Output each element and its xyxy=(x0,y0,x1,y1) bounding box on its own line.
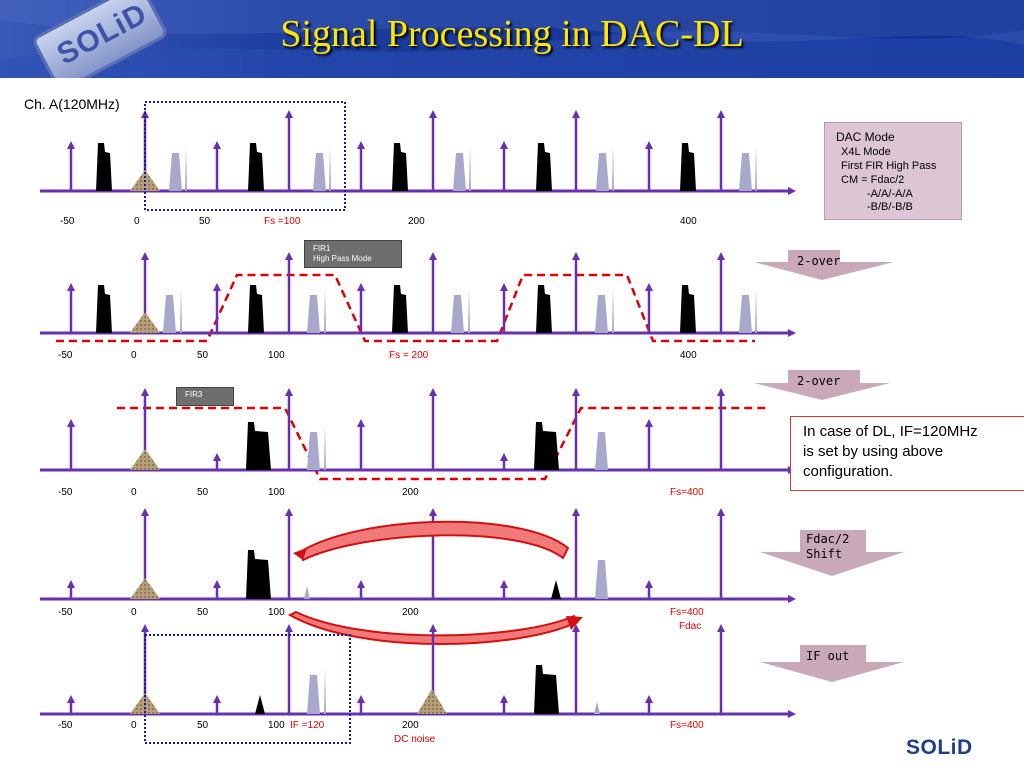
row3-fs-label: Fs=400 xyxy=(670,487,704,498)
row5-dc-noise-shifted xyxy=(417,689,447,714)
step-arrows xyxy=(754,250,904,682)
row1-tick-200: 200 xyxy=(408,216,425,227)
step3-label-line1: Fdac/2 xyxy=(806,532,850,546)
row3-fir3-filter-shape xyxy=(117,406,766,481)
dac-mode-title: DAC Mode xyxy=(836,130,895,144)
row1-image-blocks xyxy=(169,146,757,191)
step4-label: IF out xyxy=(806,649,850,663)
row1-tick-50: 50 xyxy=(199,216,211,227)
row3-spectrum: -50 0 50 100 200 Fs=400 xyxy=(40,388,796,498)
row5-spectrum: -50 0 50 100 IF =120 200 Fs=400 DC noise xyxy=(40,624,796,745)
row2-fir1-filter-shape xyxy=(56,273,755,343)
row2-tick-100: 100 xyxy=(268,350,285,361)
row4-signal-blocks xyxy=(246,550,561,599)
row2-image-blocks xyxy=(163,288,757,333)
fir1-label-box: FIR1 High Pass Mode xyxy=(304,240,402,268)
row4-tick-0: 0 xyxy=(131,607,137,618)
row4-tick-200: 200 xyxy=(402,607,419,618)
row3-image-blocks xyxy=(307,425,608,470)
row1-tick-400: 400 xyxy=(680,216,697,227)
header-bar: SOLiD Signal Processing in DAC-DL xyxy=(0,0,1024,78)
row4-tick-100: 100 xyxy=(268,607,285,618)
row3-harmonic-arrows xyxy=(67,388,725,470)
row1-spectrum: -50 0 50 Fs =100 200 400 xyxy=(40,101,796,227)
step-arrow-3 xyxy=(760,530,904,576)
row5-signal-blocks xyxy=(255,665,559,714)
row3-signal-blocks xyxy=(246,422,559,470)
row5-fs-label: Fs=400 xyxy=(670,720,704,731)
row3-tick-100: 100 xyxy=(268,487,285,498)
row2-signal-blocks xyxy=(96,285,696,333)
fir3-label-text: FIR3 xyxy=(185,390,203,399)
page-title: Signal Processing in DAC-DL xyxy=(280,13,744,55)
row2-dc-noise xyxy=(130,312,160,333)
row2-tick-m50: -50 xyxy=(58,350,73,361)
row1-selection-box xyxy=(144,101,346,211)
header-wave-decoration xyxy=(0,0,1024,78)
row1-tick-m50: -50 xyxy=(60,216,75,227)
row4-dc-noise xyxy=(130,578,160,599)
dac-mode-x4l: X4L Mode xyxy=(841,146,891,158)
step2-label: 2-over xyxy=(797,374,841,388)
row3-tick-50: 50 xyxy=(197,487,209,498)
note-line2: is set by using above xyxy=(803,443,944,460)
dac-mode-seq-b: -B/B/-B/B xyxy=(867,201,913,213)
step-arrow-2 xyxy=(754,370,890,400)
row5-if-label: IF =120 xyxy=(290,720,325,731)
row5-tick-0: 0 xyxy=(131,720,137,731)
note-box: In case of DL, IF=120MHz is set by using… xyxy=(790,416,1024,491)
step3-label-line2: Shift xyxy=(806,547,843,561)
step-arrow-1 xyxy=(754,250,894,280)
row5-selection-box xyxy=(144,634,351,744)
fir1-label-line2: High Pass Mode xyxy=(313,254,372,263)
note-line3: configuration. xyxy=(803,463,894,480)
row2-spectrum: -50 0 50 100 Fs = 200 400 xyxy=(40,252,796,361)
row2-fs-label: Fs = 200 xyxy=(389,350,429,361)
row2-tick-50: 50 xyxy=(197,350,209,361)
step-arrow-4 xyxy=(760,645,904,682)
row4-image-blocks xyxy=(304,560,608,599)
row3-dc-noise xyxy=(130,449,160,470)
shift-arrow-upper xyxy=(298,520,570,562)
dac-mode-cm: CM = Fdac/2 xyxy=(841,174,905,186)
row1-tick-0: 0 xyxy=(134,216,140,227)
channel-label: Ch. A(120MHz) xyxy=(24,96,120,112)
row3-tick-0: 0 xyxy=(131,487,137,498)
row1-signal-blocks xyxy=(96,143,696,191)
shift-arrow-lower xyxy=(287,610,579,645)
row2-tick-0: 0 xyxy=(131,350,137,361)
row4-shift-arrows xyxy=(287,520,583,645)
dac-mode-fir: First FIR High Pass xyxy=(841,160,937,172)
row4-fdac-label: Fdac xyxy=(679,621,701,632)
row5-tick-200: 200 xyxy=(402,720,419,731)
row4-fs-label: Fs=400 xyxy=(670,607,704,618)
row4-spectrum: -50 0 50 100 200 Fs=400 Fdac xyxy=(40,508,796,645)
step1-label: 2-over xyxy=(797,254,841,268)
row4-tick-m50: -50 xyxy=(58,607,73,618)
row4-tick-50: 50 xyxy=(197,607,209,618)
row5-dc-noise-label: DC noise xyxy=(394,734,436,745)
row5-tick-m50: -50 xyxy=(58,720,73,731)
row5-tick-100: 100 xyxy=(268,720,285,731)
note-line1: In case of DL, IF=120MHz xyxy=(803,423,978,440)
row2-tick-400: 400 xyxy=(680,350,697,361)
row5-image-blocks xyxy=(307,668,600,714)
dac-mode-box: DAC Mode X4L Mode First FIR High Pass CM… xyxy=(824,122,962,220)
row3-tick-m50: -50 xyxy=(58,487,73,498)
fir3-label-box: FIR3 xyxy=(176,387,234,406)
row1-fs-label: Fs =100 xyxy=(264,216,301,227)
fir1-label-line1: FIR1 xyxy=(313,244,331,253)
dac-mode-seq-a: -A/A/-A/A xyxy=(867,188,913,200)
row5-tick-50: 50 xyxy=(197,720,209,731)
row3-tick-200: 200 xyxy=(402,487,419,498)
footer-logo: SOLiD xyxy=(906,736,973,759)
